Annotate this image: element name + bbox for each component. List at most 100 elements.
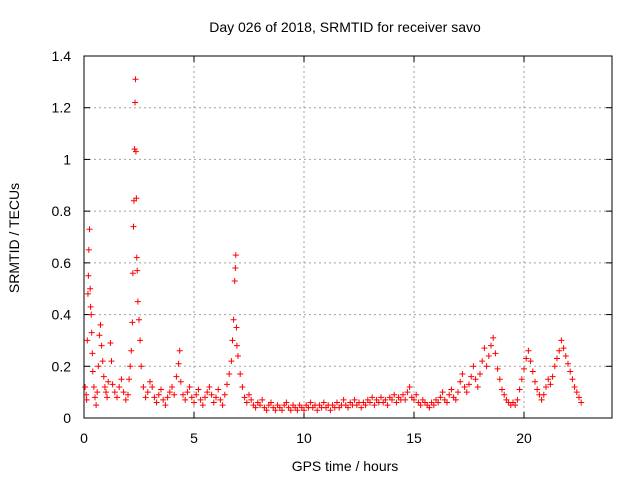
x-tick-label: 10 (296, 430, 312, 446)
data-point (109, 381, 116, 388)
data-point (100, 373, 107, 380)
plot-border (83, 55, 613, 419)
data-point (400, 391, 406, 398)
data-point (95, 363, 102, 370)
data-point (134, 298, 141, 305)
data-point (472, 376, 479, 383)
data-series (82, 76, 585, 414)
data-point (426, 404, 433, 411)
data-point (221, 391, 228, 398)
data-point (155, 391, 162, 398)
data-point (448, 386, 455, 393)
data-point (369, 394, 376, 401)
data-point (144, 389, 151, 396)
data-point (199, 402, 206, 409)
data-point (314, 407, 321, 414)
data-point (137, 337, 144, 344)
data-point (237, 371, 244, 378)
data-point (127, 363, 134, 370)
y-tick-label: 0.6 (52, 255, 72, 271)
data-point (470, 363, 477, 370)
data-point (463, 389, 470, 396)
data-point (98, 342, 105, 349)
data-point (229, 337, 236, 344)
data-point (101, 383, 108, 390)
data-point (84, 337, 91, 344)
data-point (501, 391, 508, 398)
data-point (166, 389, 173, 396)
data-point (219, 402, 226, 409)
data-point (122, 396, 129, 403)
data-point (345, 404, 351, 411)
data-point (496, 376, 503, 383)
data-point (444, 399, 450, 406)
data-point (461, 383, 468, 390)
data-point (132, 148, 139, 155)
data-point (128, 347, 135, 354)
data-point (86, 226, 93, 233)
data-point (94, 389, 101, 396)
data-point (538, 396, 545, 403)
data-point (142, 394, 149, 401)
data-point (268, 399, 274, 406)
data-point (439, 389, 446, 396)
data-point (177, 378, 184, 385)
data-point (215, 386, 222, 393)
data-point (562, 352, 569, 359)
x-tick-label: 5 (190, 430, 198, 446)
data-point (569, 376, 576, 383)
data-point (231, 277, 238, 284)
data-point (452, 396, 459, 403)
data-point (474, 383, 481, 390)
data-point (228, 358, 235, 365)
data-point (96, 332, 103, 339)
data-point (327, 407, 334, 414)
data-point (402, 396, 409, 403)
data-point (499, 386, 505, 393)
data-point (173, 373, 180, 380)
data-point (149, 383, 156, 390)
x-axis-label: GPS time / hours (292, 458, 399, 474)
data-point (176, 347, 183, 354)
data-point (111, 389, 118, 396)
y-axis: 0 0.2 0.4 0.6 0.8 1 1.2 1.4 (52, 48, 612, 426)
data-point (213, 394, 219, 401)
data-point (89, 368, 96, 375)
data-point (567, 368, 574, 375)
data-point (389, 396, 395, 403)
data-point (133, 195, 140, 202)
data-point (485, 352, 492, 359)
data-point (556, 347, 563, 354)
x-tick-label: 0 (80, 430, 88, 446)
data-point (532, 378, 538, 385)
data-point (82, 383, 89, 390)
data-point (437, 394, 444, 401)
data-point (233, 324, 240, 331)
data-point (208, 391, 215, 398)
data-point (206, 383, 213, 390)
data-point (140, 383, 147, 390)
data-point (549, 373, 556, 380)
data-point (490, 334, 497, 341)
data-point (560, 345, 567, 352)
data-point (136, 316, 142, 323)
data-point (83, 391, 90, 398)
data-point (393, 399, 400, 406)
data-point (571, 383, 578, 390)
data-point (104, 394, 111, 401)
data-point (126, 376, 133, 383)
data-point (492, 350, 499, 357)
data-point (83, 396, 90, 403)
data-point (93, 402, 100, 409)
data-point (404, 389, 411, 396)
data-point (99, 358, 106, 365)
data-point (534, 386, 541, 393)
data-point (259, 396, 266, 403)
x-tick-label: 20 (516, 430, 532, 446)
data-point (558, 337, 565, 344)
data-point (257, 402, 263, 409)
data-point (446, 391, 453, 398)
y-tick-label: 1.2 (52, 100, 72, 116)
data-point (263, 407, 270, 414)
